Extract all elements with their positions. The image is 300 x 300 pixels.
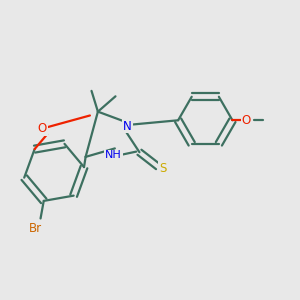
Text: S: S: [159, 162, 167, 175]
Text: O: O: [38, 122, 47, 135]
Text: Br: Br: [29, 222, 42, 235]
Text: NH: NH: [105, 150, 122, 161]
Text: O: O: [242, 114, 251, 127]
Text: N: N: [123, 119, 132, 133]
